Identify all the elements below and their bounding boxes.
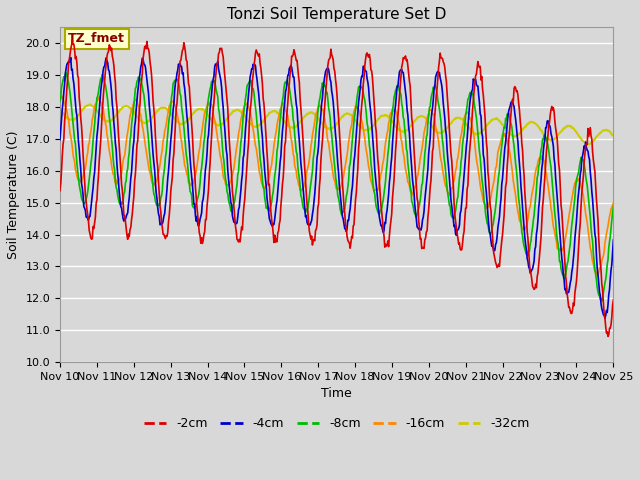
X-axis label: Time: Time: [321, 387, 352, 400]
Text: TZ_fmet: TZ_fmet: [68, 32, 125, 45]
Legend: -2cm, -4cm, -8cm, -16cm, -32cm: -2cm, -4cm, -8cm, -16cm, -32cm: [139, 412, 534, 435]
Y-axis label: Soil Temperature (C): Soil Temperature (C): [7, 131, 20, 259]
Title: Tonzi Soil Temperature Set D: Tonzi Soil Temperature Set D: [227, 7, 446, 22]
